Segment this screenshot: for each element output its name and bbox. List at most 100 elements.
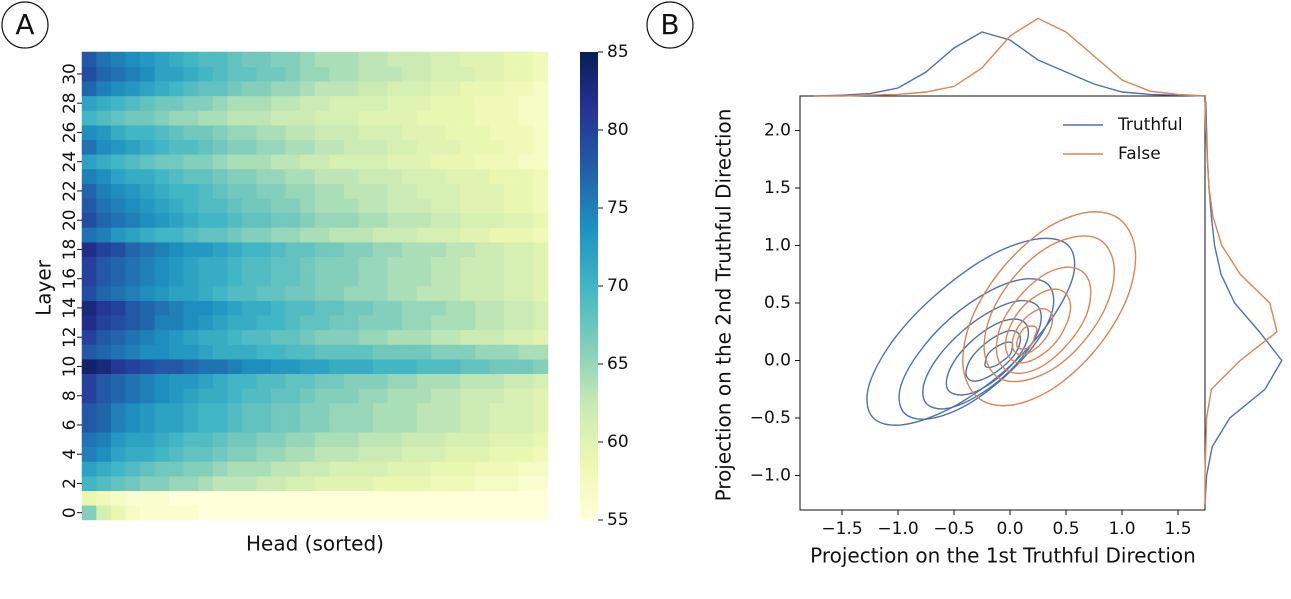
heatmap-cell — [256, 154, 272, 170]
heatmap-cell — [460, 183, 476, 199]
heatmap-cell — [183, 256, 199, 272]
heatmap-cell — [285, 432, 301, 448]
y-axis-title: Projection on the 2nd Truthful Direction — [712, 109, 736, 502]
heatmap-cell — [227, 95, 243, 111]
heatmap-cell — [474, 315, 490, 331]
heatmap-cell — [416, 271, 432, 287]
heatmap-cell — [387, 373, 403, 389]
heatmap-cell — [154, 81, 170, 97]
heatmap-cell — [343, 168, 359, 184]
heatmap-cell — [300, 212, 316, 228]
heatmap-cell — [183, 402, 199, 418]
heatmap-cell — [445, 373, 461, 389]
heatmap-cell — [96, 490, 112, 506]
heatmap-cell — [96, 198, 112, 214]
heatmap-cell — [285, 358, 301, 374]
heatmap-cell — [198, 505, 214, 521]
heatmap-cell — [212, 139, 228, 155]
heatmap-cell — [125, 139, 141, 155]
heatmap-cell — [533, 388, 549, 404]
heatmap-cell — [445, 490, 461, 506]
heatmap-cell — [445, 198, 461, 214]
heatmap-cell — [489, 183, 505, 199]
heatmap-cell — [329, 110, 345, 126]
heatmap-cell — [198, 344, 214, 360]
heatmap-cell — [241, 183, 257, 199]
heatmap-cell — [212, 285, 228, 301]
heatmap-cell — [169, 51, 185, 67]
heatmap-cell — [314, 198, 330, 214]
heatmap-cell — [96, 505, 112, 521]
heatmap-cell — [169, 461, 185, 477]
x-tick-label: 1.5 — [1164, 519, 1191, 539]
heatmap-cell — [489, 315, 505, 331]
heatmap-cell — [212, 402, 228, 418]
heatmap-cell — [460, 505, 476, 521]
heatmap-cell — [241, 271, 257, 287]
heatmap-cell — [489, 66, 505, 82]
heatmap-cell — [533, 373, 549, 389]
y-tick-label: 4 — [60, 449, 80, 460]
heatmap-cell — [314, 329, 330, 345]
y-tick-label: 2 — [60, 478, 80, 489]
y-tick-label: 0.5 — [764, 293, 791, 313]
heatmap-cell — [373, 212, 389, 228]
heatmap-cell — [489, 490, 505, 506]
heatmap-cell — [140, 81, 156, 97]
heatmap-cell — [343, 344, 359, 360]
heatmap-cell — [183, 81, 199, 97]
heatmap-cell — [154, 344, 170, 360]
heatmap-cell — [474, 110, 490, 126]
heatmap-cell — [474, 168, 490, 184]
heatmap-cell — [373, 198, 389, 214]
heatmap-cell — [329, 212, 345, 228]
heatmap-cell — [241, 256, 257, 272]
heatmap-cell — [533, 66, 549, 82]
heatmap-cell — [198, 154, 214, 170]
heatmap-cell — [329, 241, 345, 257]
heatmap-cell — [96, 285, 112, 301]
heatmap-cell — [343, 139, 359, 155]
heatmap-cell — [198, 402, 214, 418]
heatmap-cell — [300, 198, 316, 214]
heatmap-cell — [387, 417, 403, 433]
heatmap-cell — [504, 402, 520, 418]
heatmap-cell — [329, 505, 345, 521]
heatmap-cell — [489, 198, 505, 214]
heatmap-cell — [518, 256, 534, 272]
heatmap-cell — [241, 110, 257, 126]
heatmap-cell — [445, 344, 461, 360]
heatmap-cell — [445, 256, 461, 272]
heatmap-cell — [402, 198, 418, 214]
heatmap-cell — [169, 344, 185, 360]
heatmap-cell — [96, 402, 112, 418]
heatmap-cell — [343, 66, 359, 82]
heatmap-cell — [271, 256, 287, 272]
heatmap-cell — [387, 285, 403, 301]
heatmap-cell — [110, 475, 126, 491]
heatmap-cell — [183, 388, 199, 404]
y-tick-label: −0.5 — [750, 408, 791, 428]
heatmap-cell — [489, 373, 505, 389]
heatmap-cell — [445, 475, 461, 491]
heatmap-cell — [533, 227, 549, 243]
heatmap-cell — [212, 358, 228, 374]
heatmap-cell — [504, 388, 520, 404]
heatmap-cell — [329, 446, 345, 462]
heatmap-cell — [358, 139, 374, 155]
heatmap-cell — [474, 446, 490, 462]
heatmap-cell — [402, 388, 418, 404]
heatmap-cell — [140, 51, 156, 67]
heatmap-cell — [256, 285, 272, 301]
heatmap-cell — [198, 315, 214, 331]
heatmap-cell — [256, 81, 272, 97]
heatmap-cell — [445, 124, 461, 140]
heatmap-cell — [489, 329, 505, 345]
x-tick-label: −1.5 — [821, 519, 862, 539]
heatmap-cell — [358, 66, 374, 82]
heatmap-cell — [169, 285, 185, 301]
y-tick-label: 24 — [60, 151, 80, 173]
heatmap-cell — [402, 461, 418, 477]
heatmap-cell — [169, 373, 185, 389]
heatmap-cell — [227, 227, 243, 243]
